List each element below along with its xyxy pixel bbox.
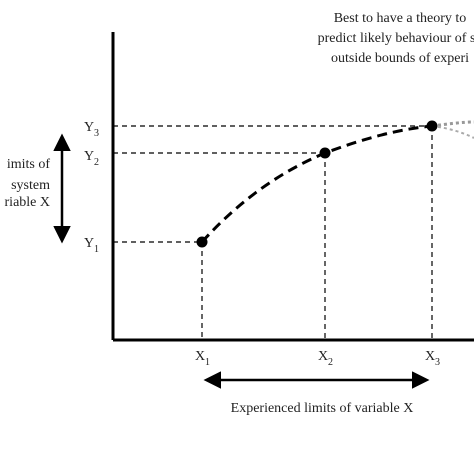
note-line: predict likely behaviour of sy: [318, 31, 474, 46]
y-label-sub: 2: [94, 157, 99, 168]
note-line: outside bounds of experi: [331, 51, 469, 66]
x-label-letter: X: [425, 349, 435, 364]
extrapolation: [431, 120, 474, 128]
note-line: Best to have a theory to: [334, 11, 467, 26]
x-label-sub: 2: [328, 357, 333, 368]
curve: [200, 124, 433, 244]
x-label-letter: X: [318, 349, 328, 364]
extrapolation: [431, 125, 474, 139]
caption: Experienced limits of variable X: [231, 401, 414, 416]
y-label-letter: Y: [84, 236, 94, 251]
y-label-letter: Y: [84, 149, 94, 164]
side-line: system: [11, 178, 50, 193]
x-label-letter: X: [195, 349, 205, 364]
points: [196, 120, 438, 248]
x-label-sub: 1: [205, 357, 210, 368]
guides: [113, 125, 433, 340]
y-label-sub: 1: [94, 244, 99, 255]
y-label-letter: Y: [84, 120, 94, 135]
side-line: imits of: [7, 157, 51, 172]
y-label-sub: 3: [94, 128, 99, 139]
x-label-sub: 3: [435, 357, 440, 368]
side-line: riable X: [5, 195, 50, 210]
